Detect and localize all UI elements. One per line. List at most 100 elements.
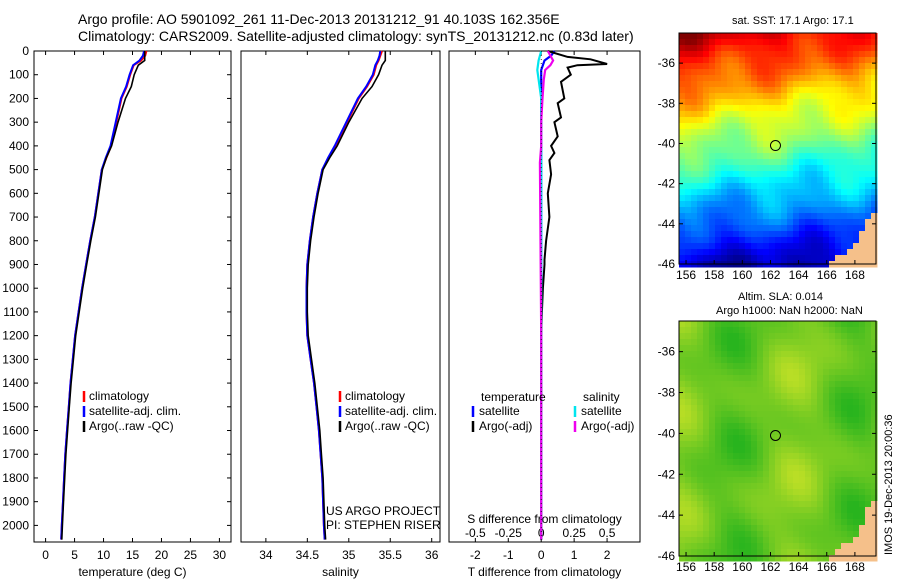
map-cell <box>727 429 734 436</box>
map-cell <box>835 429 842 436</box>
map-cell <box>847 87 854 94</box>
map-cell <box>829 39 836 46</box>
map-cell <box>775 75 782 82</box>
map-cell <box>787 519 794 526</box>
map-cell <box>709 405 716 412</box>
map-cell <box>691 333 698 340</box>
map-cell <box>817 123 824 130</box>
map-cell <box>739 81 746 88</box>
map-cell <box>763 345 770 352</box>
map-cell <box>835 519 842 526</box>
map-cell <box>775 471 782 478</box>
map-cell <box>847 213 854 220</box>
map-cell <box>739 519 746 526</box>
legend-label: Argo(-adj) <box>479 419 532 433</box>
map-cell <box>799 147 806 154</box>
map-cell <box>679 399 686 406</box>
map-cell <box>733 249 740 256</box>
map-cell <box>823 399 830 406</box>
map-cell <box>835 231 842 238</box>
map-cell <box>871 75 878 82</box>
map-cell <box>715 195 722 202</box>
map-cell <box>841 453 848 460</box>
map-cell <box>811 63 818 70</box>
map-cell <box>733 195 740 202</box>
map-cell <box>709 243 716 250</box>
map-cell <box>847 153 854 160</box>
map-cell <box>697 345 704 352</box>
map-cell <box>823 225 830 232</box>
map-cell <box>691 141 698 148</box>
map-cell <box>793 345 800 352</box>
map-cell <box>691 201 698 208</box>
x-tick-label: 35.5 <box>379 548 403 562</box>
annotation-line-2: PI: STEPHEN RISER <box>326 518 441 532</box>
map-cell <box>787 189 794 196</box>
map-cell <box>727 183 734 190</box>
map-cell <box>859 231 866 238</box>
map-cell <box>709 435 716 442</box>
map-cell <box>835 141 842 148</box>
map-cell <box>805 153 812 160</box>
map-cell <box>847 489 854 496</box>
map-cell <box>841 555 848 562</box>
map-cell <box>727 99 734 106</box>
map-cell <box>865 357 872 364</box>
map-cell <box>679 165 686 172</box>
map-cell <box>763 501 770 508</box>
map-cell <box>817 81 824 88</box>
map-cell <box>847 243 854 250</box>
map-cell <box>847 321 854 328</box>
map-cell <box>793 201 800 208</box>
map-cell <box>817 357 824 364</box>
map-cell <box>871 453 878 460</box>
map-cell <box>805 447 812 454</box>
map-cell <box>811 393 818 400</box>
map-cell <box>715 369 722 376</box>
map-cell <box>793 63 800 70</box>
map-cell <box>847 183 854 190</box>
map-cell <box>781 159 788 166</box>
map-cell <box>775 483 782 490</box>
map-cell <box>745 549 752 556</box>
map-cell <box>871 171 878 178</box>
map-cell <box>817 75 824 82</box>
map-cell <box>721 543 728 550</box>
map-cell <box>835 435 842 442</box>
map-cell <box>853 501 860 508</box>
map-cell <box>715 459 722 466</box>
map-cell <box>865 399 872 406</box>
map-cell <box>865 153 872 160</box>
map-cell <box>751 399 758 406</box>
map-cell <box>769 219 776 226</box>
map-cell <box>679 93 686 100</box>
map-cell <box>709 429 716 436</box>
map-cell <box>733 201 740 208</box>
map-cell <box>847 231 854 238</box>
map-cell <box>799 429 806 436</box>
map-cell <box>871 429 878 436</box>
map-cell <box>745 555 752 562</box>
map-cell <box>715 141 722 148</box>
map-cell <box>793 555 800 562</box>
map-cell <box>757 537 764 544</box>
map-cell <box>745 333 752 340</box>
map-cell <box>751 255 758 262</box>
map-cell <box>853 435 860 442</box>
map-cell <box>799 489 806 496</box>
map-cell <box>817 507 824 514</box>
map-cell <box>739 57 746 64</box>
map-cell <box>775 399 782 406</box>
map-cell <box>739 411 746 418</box>
map-cell <box>847 129 854 136</box>
map-cell <box>679 393 686 400</box>
map-cell <box>787 345 794 352</box>
map-cell <box>775 543 782 550</box>
map-cell <box>865 381 872 388</box>
map-cell <box>811 45 818 52</box>
map-cell <box>703 57 710 64</box>
map-cell <box>829 183 836 190</box>
map-cell <box>763 459 770 466</box>
map-cell <box>679 105 686 112</box>
map-cell <box>733 459 740 466</box>
